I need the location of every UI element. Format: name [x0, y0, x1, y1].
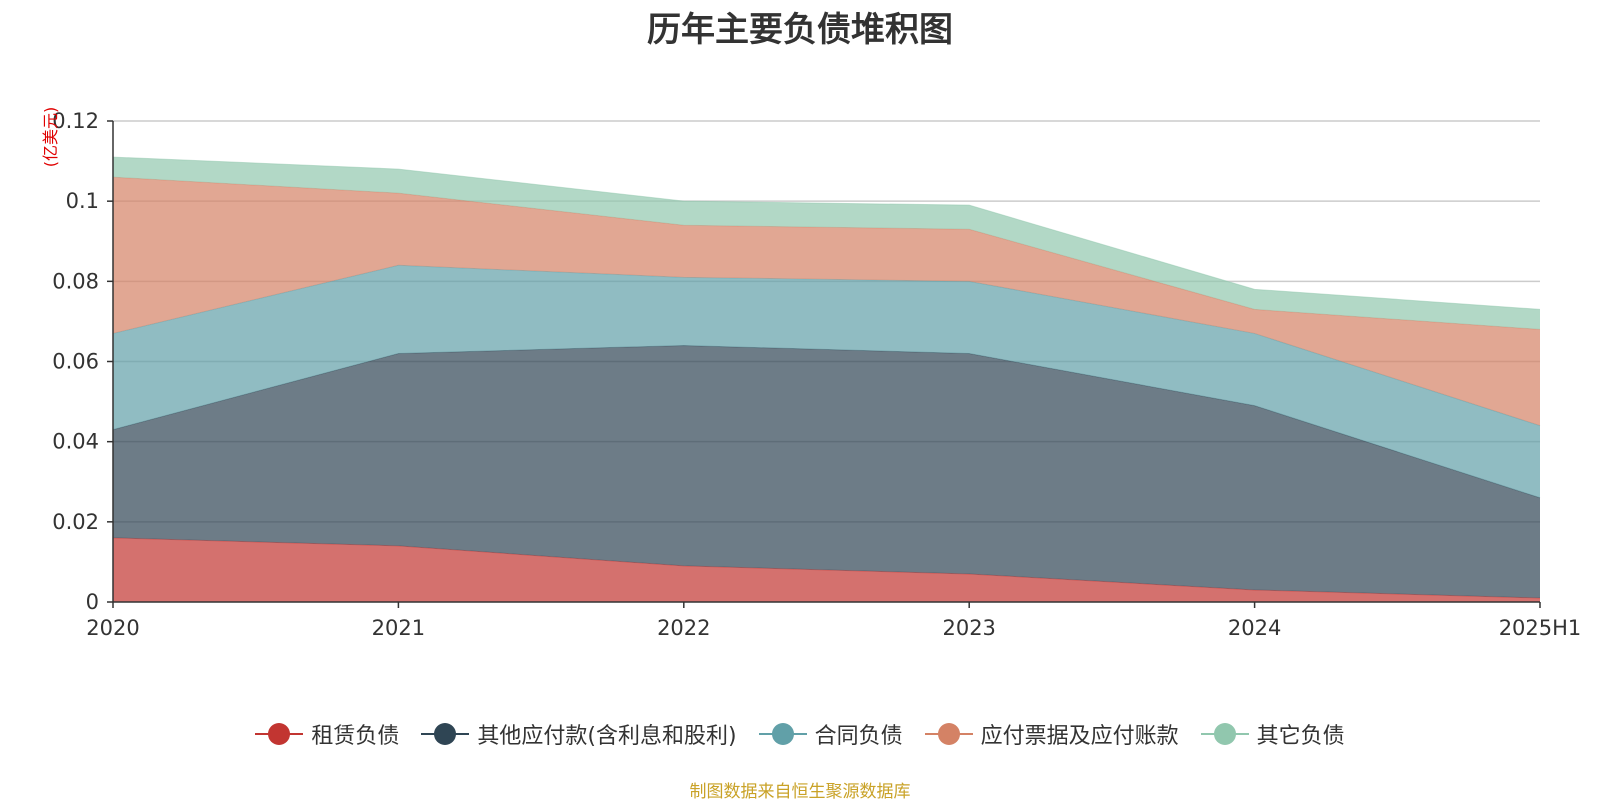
legend-item-2[interactable]: 合同负债	[758, 718, 903, 750]
chart-plot: 0 0.02 0.04 0.06 0.08 0.1 0.12 2020 2021 2022 2023…	[41, 107, 1582, 640]
x-tick-label: 2024	[1228, 616, 1281, 640]
legend-label: 合同负债	[814, 724, 903, 749]
area-edge-3	[112, 176, 1541, 330]
y-tick-label: 0	[86, 590, 99, 614]
y-tick-label: 0.08	[52, 269, 99, 293]
legend-marker-icon	[924, 722, 973, 746]
y-tick-label: 0.06	[52, 350, 99, 374]
legend-label: 应付票据及应付账款	[980, 724, 1179, 749]
y-tick-label: 0.12	[52, 109, 99, 133]
chart-title: 历年主要负债堆积图	[647, 10, 953, 50]
y-tick-label: 0.1	[66, 189, 99, 213]
legend-label: 其他应付款(含利息和股利)	[477, 724, 737, 749]
area-series-4	[113, 157, 1540, 330]
area-series-1	[113, 345, 1540, 598]
y-tick-label: 0.04	[52, 430, 99, 454]
legend-marker-icon	[758, 722, 807, 746]
y-unit-label: (亿美元)	[41, 107, 60, 168]
x-tick-label: 2023	[942, 616, 995, 640]
area-edge-4	[112, 156, 1541, 310]
source-note: 制图数据来自恒生聚源数据库	[689, 782, 911, 800]
legend-marker-icon	[1200, 722, 1249, 746]
x-tick-label: 2021	[372, 616, 425, 640]
legend-label: 其它负债	[1256, 724, 1345, 749]
legend-item-3[interactable]: 应付票据及应付账款	[924, 718, 1179, 750]
legend-marker-icon	[255, 722, 304, 746]
legend-item-0[interactable]: 租赁负债	[255, 718, 399, 750]
legend-item-1[interactable]: 其他应付款(含利息和股利)	[421, 718, 737, 750]
legend-item-4[interactable]: 其它负债	[1200, 718, 1345, 750]
x-tick-label: 2025H1	[1499, 616, 1582, 640]
legend-marker-icon	[421, 722, 470, 746]
legend-label: 租赁负债	[311, 724, 400, 749]
y-tick-label: 0.02	[52, 510, 99, 534]
legend: 租赁负债 其他应付款(含利息和股利) 合同负债 应付票据及应付账款 其它负债	[0, 718, 1600, 750]
x-tick-label: 2022	[657, 616, 710, 640]
area-series-3	[113, 177, 1540, 426]
area-series-2	[113, 265, 1540, 498]
x-tick-label: 2020	[86, 616, 139, 640]
